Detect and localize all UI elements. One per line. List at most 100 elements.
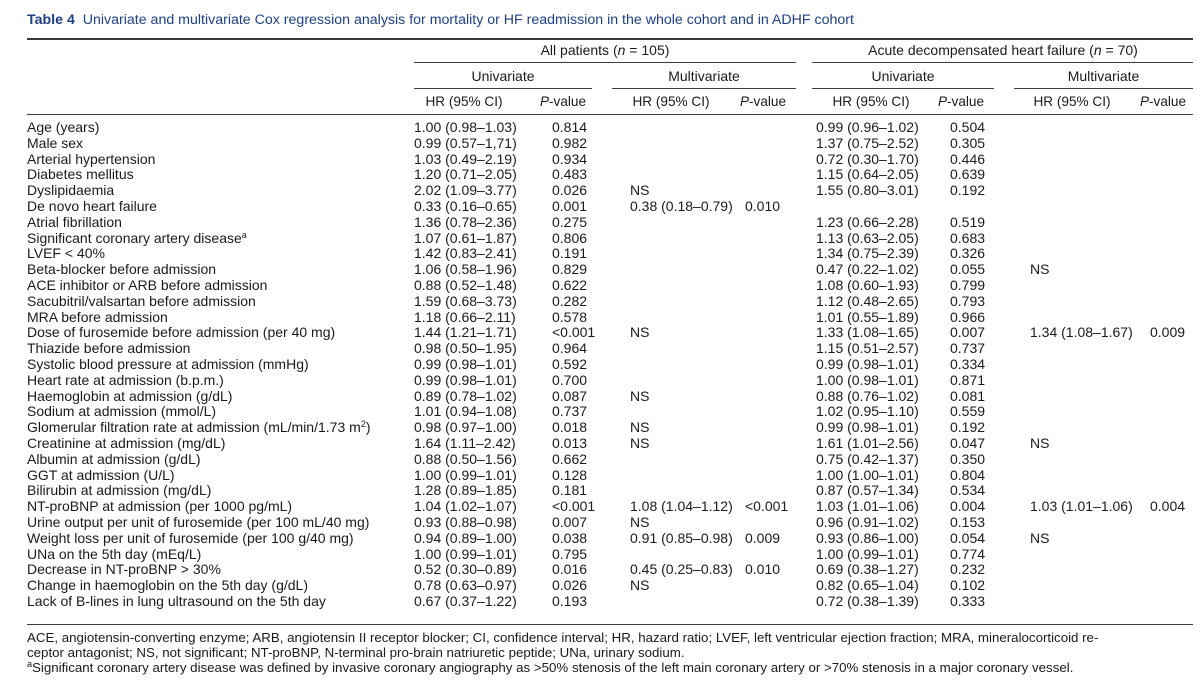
cell-adhf-uni-hr: 1.61 (1.01–2.56) [816,435,919,451]
all-multivariate-header: Multivariate [668,68,740,84]
analysis-rule-1 [414,88,592,89]
all-univariate-header: Univariate [471,68,535,84]
cell-all-uni-hr: 1.01 (0.94–1.08) [414,403,517,420]
col-hr-3: HR (95% CI) [832,94,910,109]
table-row: ACE inhibitor or ARB before admission 0.8… [0,277,1200,293]
table-bottom-rule [27,624,1193,625]
cell-adhf-uni-p: 0.333 [950,593,986,609]
cell-all-uni-p: 0.018 [552,419,588,436]
cell-adhf-uni-hr: 1.33 (1.08–1.65) [816,324,919,341]
table-row: Arterial hypertension 1.03 (0.49–2.19) 0.9… [0,151,1200,167]
footnote-a: aSignificant coronary artery disease was… [27,660,1073,676]
cell-adhf-uni-hr: 1.03 (1.01–1.06) [816,498,919,515]
table-row: Urine output per unit of furosemide (per… [0,514,1200,530]
cell-adhf-uni-p: 0.774 [950,545,986,562]
cell-all-uni-p: 0.662 [552,450,588,467]
cell-all-uni-p: 0.016 [552,561,588,578]
cell-adhf-multi-p: 0.009 [1150,324,1186,341]
cell-adhf-uni-p: 0.326 [950,245,986,262]
cell-adhf-uni-p: 0.534 [950,482,986,499]
table-row: Lack of B-lines in lung ultrasound on th… [0,593,1200,609]
cell-all-uni-hr: 0.67 (0.37–1.22) [414,593,517,609]
cell-adhf-uni-p: 0.153 [950,514,986,530]
table-number: Table 4 [27,12,75,28]
row-label: Dyslipidaemia [27,182,115,199]
col-hr-1: HR (95% CI) [425,94,503,109]
table-row: De novo heart failure 0.33 (0.16–0.65) 0.0… [0,198,1200,214]
row-label: NT-proBNP at admission (per 1000 pg/mL) [27,498,293,515]
cell-adhf-uni-hr: 0.99 (0.96–1.02) [816,119,919,135]
cell-all-uni-p: 0.806 [552,229,588,246]
cell-all-uni-hr: 1.18 (0.66–2.11) [414,308,516,325]
cell-all-multi-hr: 0.38 (0.18–0.79) [630,198,733,214]
cell-adhf-uni-p: 0.192 [950,419,986,436]
col-hr-4: HR (95% CI) [1033,94,1111,109]
cell-adhf-uni-hr: 0.99 (0.98–1.01) [816,356,919,372]
cell-all-uni-p: 0.982 [552,134,588,151]
cell-adhf-multi-hr: 1.34 (1.08–1.67) [1030,324,1133,341]
cell-all-uni-p: 0.026 [552,577,588,594]
cell-all-multi-hr: NS [630,324,650,341]
cell-all-multi-hr: NS [630,514,650,530]
cell-adhf-uni-hr: 1.01 (0.55–1.89) [816,308,919,325]
row-label: Decrease in NT-proBNP > 30% [27,561,221,578]
cell-adhf-multi-p: 0.004 [1150,498,1186,515]
cell-all-uni-p: 0.191 [552,245,588,262]
table-row: Decrease in NT-proBNP > 30% 0.52 (0.30–0.… [0,561,1200,577]
cell-adhf-uni-hr: 1.12 (0.48–2.65) [816,292,919,309]
row-label: Sacubitril/valsartan before admission [27,292,256,309]
col-p-1: P-value [539,94,587,109]
cell-all-multi-hr: NS [630,435,650,451]
cell-adhf-uni-hr: 0.82 (0.65–1.04) [816,577,919,594]
cell-all-uni-p: 0.814 [552,119,588,135]
cell-all-multi-hr: 1.08 (1.04–1.12) [630,498,733,515]
cell-adhf-uni-p: 0.305 [950,134,986,151]
cell-all-uni-hr: 1.42 (0.83–2.41) [414,245,517,262]
cell-all-uni-hr: 1.44 (1.21–1.71) [414,324,517,341]
cell-adhf-uni-hr: 1.15 (0.64–2.05) [816,166,919,183]
row-label: LVEF < 40% [27,245,105,262]
row-label: Heart rate at admission (b.p.m.) [27,371,224,388]
cell-adhf-uni-p: 0.232 [950,561,986,578]
cell-adhf-uni-p: 0.966 [950,308,986,325]
cell-all-uni-p: 0.578 [552,308,588,325]
analysis-rule-2 [612,88,796,89]
cell-all-multi-p: 0.010 [745,198,781,214]
cell-all-uni-p: 0.193 [552,593,588,609]
cell-adhf-uni-p: 0.639 [950,166,986,183]
cell-all-multi-p: 0.010 [745,561,781,578]
cell-all-uni-hr: 1.03 (0.49–2.19) [414,150,517,167]
cell-adhf-uni-p: 0.683 [950,229,986,246]
footnote-abbreviations-1: ACE, angiotensin-converting enzyme; ARB,… [27,630,1099,645]
group-header-adhf: Acute decompensated heart failure (n = 7… [868,42,1138,58]
table-row: NT-proBNP at admission (per 1000 pg/mL) 1… [0,498,1200,514]
cell-adhf-uni-p: 0.192 [950,182,986,199]
footnote-abbreviations-2: ceptor antagonist; NS, not significant; … [27,645,685,660]
row-label: ACE inhibitor or ARB before admission [27,277,268,293]
row-label: Bilirubin at admission (mg/dL) [27,482,212,499]
row-label: Glomerular filtration rate at admission … [27,419,371,436]
cell-adhf-uni-hr: 1.02 (0.95–1.10) [816,403,919,420]
row-label: Urine output per unit of furosemide (per… [27,514,370,530]
cell-adhf-multi-hr: NS [1030,435,1050,451]
cell-all-multi-hr: 0.91 (0.85–0.98) [630,529,733,546]
cell-adhf-uni-hr: 0.96 (0.91–1.02) [816,514,919,530]
table-row: GGT at admission (U/L) 1.00 (0.99–1.01) 0.… [0,467,1200,483]
cell-all-uni-p: 0.007 [552,514,588,530]
cell-adhf-uni-p: 0.519 [950,213,986,230]
cell-all-multi-hr: NS [630,182,650,199]
row-label: Albumin at admission (g/dL) [27,450,201,467]
cell-all-uni-p: 0.592 [552,356,588,372]
cell-all-uni-hr: 2.02 (1.09–3.77) [414,182,517,199]
cell-all-uni-p: 0.038 [552,529,588,546]
table-row: Sacubitril/valsartan before admission 1.5… [0,293,1200,309]
cell-adhf-uni-hr: 1.23 (0.66–2.28) [816,213,919,230]
cell-all-uni-p: 0.001 [552,198,588,214]
row-label: Age (years) [27,119,100,135]
cell-all-uni-p: 0.026 [552,182,588,199]
table-row: Significant coronary artery diseasea 1.07… [0,230,1200,246]
cell-all-uni-hr: 0.89 (0.78–1.02) [414,387,517,404]
row-label: Lack of B-lines in lung ultrasound on th… [27,593,326,609]
cell-adhf-multi-hr: 1.03 (1.01–1.06) [1030,498,1133,515]
row-label: Creatinine at admission (mg/dL) [27,435,226,451]
